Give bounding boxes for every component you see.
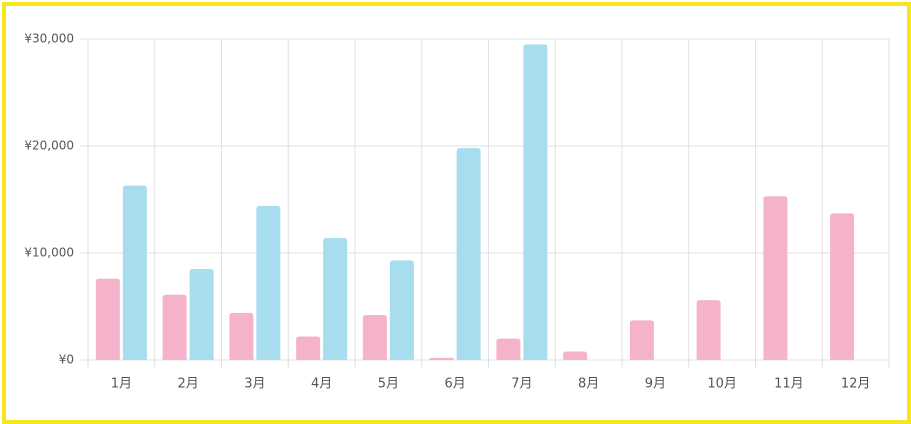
y-tick-label: ¥30,000 xyxy=(24,32,74,46)
x-tick-label: 7月 xyxy=(511,377,532,392)
bar xyxy=(189,269,214,360)
bar xyxy=(496,338,521,360)
x-tick-label: 6月 xyxy=(444,377,465,392)
x-tick-label: 3月 xyxy=(244,377,265,392)
y-tick-label: ¥0 xyxy=(59,353,74,367)
x-tick-label: 11月 xyxy=(774,377,804,392)
x-tick-label: 5月 xyxy=(378,377,399,392)
bar xyxy=(429,357,454,360)
x-tick-label: 8月 xyxy=(578,377,599,392)
x-tick-label: 12月 xyxy=(841,377,871,392)
bar xyxy=(763,196,788,360)
bar xyxy=(523,44,548,360)
bar xyxy=(696,300,721,360)
bar xyxy=(563,351,588,360)
bar xyxy=(323,238,348,360)
x-tick-label: 1月 xyxy=(111,377,132,392)
y-tick-label: ¥20,000 xyxy=(24,139,74,153)
bar xyxy=(95,278,120,360)
bar xyxy=(256,205,281,360)
bar xyxy=(629,320,654,360)
y-tick-label: ¥10,000 xyxy=(24,246,74,260)
x-tick-label: 4月 xyxy=(311,377,332,392)
bar xyxy=(830,213,855,360)
bar xyxy=(162,294,187,360)
bar xyxy=(229,312,254,360)
x-tick-label: 2月 xyxy=(177,377,198,392)
bar xyxy=(456,148,481,360)
x-tick-label: 10月 xyxy=(707,377,737,392)
bar xyxy=(122,185,147,360)
bar xyxy=(296,336,321,360)
x-tick-label: 9月 xyxy=(645,377,666,392)
bar xyxy=(389,260,414,360)
bar xyxy=(362,315,387,360)
